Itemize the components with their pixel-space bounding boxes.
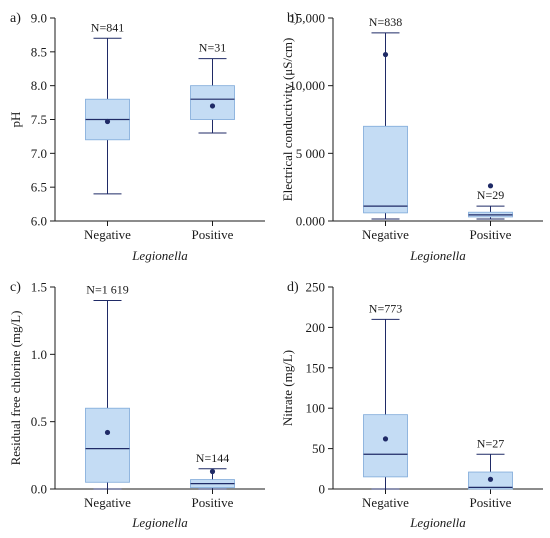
y-tick-label: 10,000: [289, 78, 325, 93]
panel-label: b): [287, 11, 299, 26]
mean-point: [104, 118, 111, 125]
box-iqr: [85, 407, 130, 483]
y-axis-label: pH: [8, 112, 23, 128]
mean-point: [104, 429, 111, 436]
y-tick-label: 6.0: [31, 214, 47, 229]
x-axis-label: Legionella: [409, 515, 466, 530]
y-tick-label: 9.0: [31, 11, 47, 26]
mean-point: [209, 103, 216, 109]
box-iqr: [363, 414, 408, 478]
x-tick-label: Positive: [192, 495, 234, 510]
y-tick-label: 0.000: [296, 214, 325, 229]
y-tick-label: 100: [306, 401, 326, 416]
chart-panel-4: 0 50 100 150 200 250 Negative Positive Legionell…: [280, 280, 543, 530]
y-tick-label: 50: [312, 441, 325, 456]
mean-point: [209, 468, 216, 475]
n-label: N=1 619: [86, 282, 128, 296]
panel-label: d): [287, 280, 299, 295]
n-label: N=838: [369, 15, 402, 29]
n-label: N=29: [477, 188, 504, 202]
y-axis-label: Residual free chlorine (mg/L): [8, 311, 23, 466]
y-axis-label: Nitrate (mg/L): [280, 350, 295, 426]
x-axis-label: Legionella: [131, 515, 188, 530]
x-tick-label: Negative: [362, 495, 409, 510]
x-axis-label: Legionella: [131, 248, 188, 263]
y-tick-label: 7.0: [31, 146, 47, 161]
y-tick-label: 8.5: [31, 44, 47, 59]
y-tick-label: 250: [306, 280, 326, 295]
y-tick-label: 5 000: [296, 146, 325, 161]
y-tick-label: 1.5: [31, 280, 47, 295]
y-tick-label: 1.0: [31, 347, 47, 362]
n-label: N=144: [196, 451, 229, 465]
y-tick-label: 15,000: [289, 11, 325, 26]
n-label: N=841: [91, 20, 124, 34]
chart-panel-3: 0.0 0.5 1.0 1.5 Negative Positive Legionella Re…: [8, 280, 265, 530]
n-label: N=31: [199, 41, 226, 55]
mean-point: [487, 183, 494, 189]
y-tick-label: 7.5: [31, 112, 47, 127]
x-tick-label: Positive: [470, 495, 512, 510]
y-tick-label: 6.5: [31, 180, 47, 195]
panel-label: c): [10, 280, 21, 295]
box-iqr: [363, 125, 408, 214]
y-tick-label: 8.0: [31, 78, 47, 93]
x-tick-label: Positive: [192, 227, 234, 242]
x-tick-label: Negative: [84, 495, 131, 510]
n-label: N=27: [477, 436, 504, 450]
y-tick-label: 150: [306, 360, 326, 375]
y-tick-label: 0: [319, 482, 326, 497]
x-tick-label: Negative: [84, 227, 131, 242]
panel-label: a): [10, 11, 21, 26]
n-label: N=773: [369, 301, 402, 315]
mean-point: [487, 476, 494, 482]
x-tick-label: Negative: [362, 227, 409, 242]
mean-point: [382, 436, 389, 442]
y-axis-label: Electrical conductivity (μS/cm): [280, 38, 295, 202]
box-iqr: [190, 85, 235, 120]
x-axis-label: Legionella: [409, 248, 466, 263]
x-tick-label: Positive: [470, 227, 512, 242]
y-tick-label: 0.0: [31, 482, 47, 497]
y-tick-label: 200: [306, 320, 326, 335]
mean-point: [382, 51, 389, 58]
chart-panel-2: 0.000 5 000 10,000 15,000 Negative Positive Le…: [280, 11, 543, 263]
y-tick-label: 0.5: [31, 414, 47, 429]
chart-panel-1: 6.0 6.5 7.0 7.5 8.0 8.5 9.0 Negative Positive Leg…: [8, 11, 265, 263]
